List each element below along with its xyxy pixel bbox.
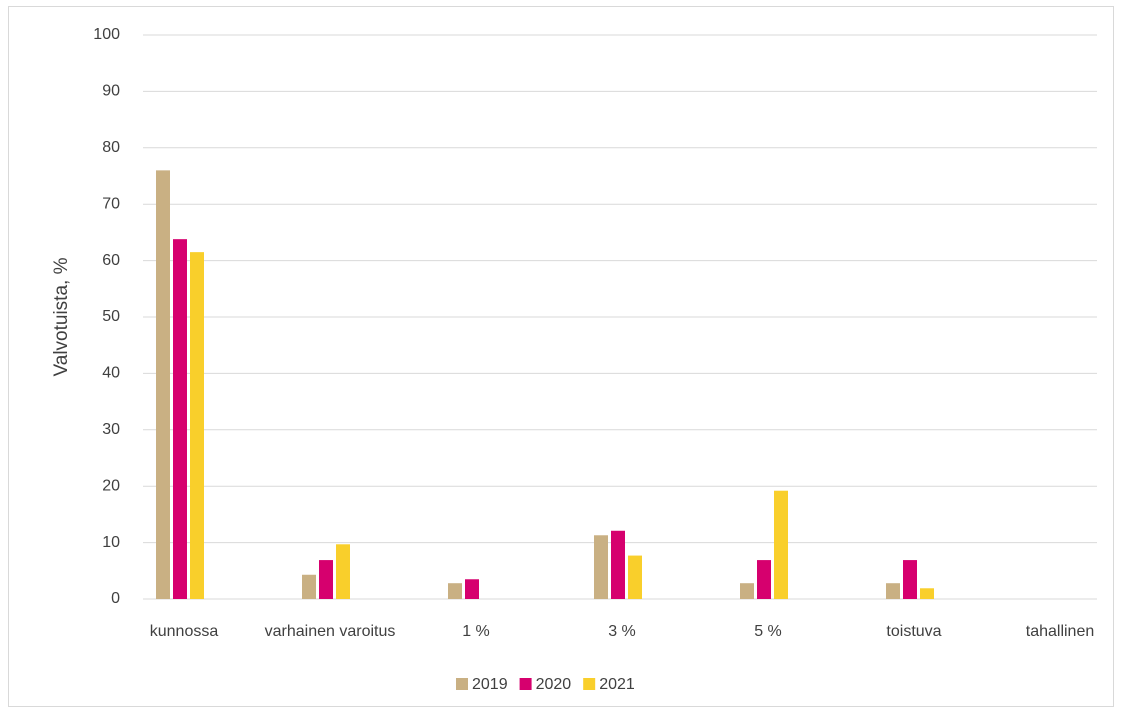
y-tick-label: 80 xyxy=(102,139,120,156)
legend-swatch xyxy=(583,678,596,690)
legend-label: 2021 xyxy=(599,676,635,693)
bar xyxy=(594,535,608,599)
y-tick-label: 50 xyxy=(102,308,120,325)
x-tick-label: kunnossa xyxy=(150,623,219,640)
y-tick-label: 100 xyxy=(93,26,120,43)
bar xyxy=(319,560,333,599)
bar xyxy=(465,579,479,599)
legend-swatch xyxy=(456,678,468,690)
x-tick-label: 1 % xyxy=(462,623,490,640)
y-tick-label: 30 xyxy=(102,421,120,438)
bar xyxy=(173,239,187,599)
legend-swatch xyxy=(519,678,532,690)
legend-label: 2020 xyxy=(536,676,572,693)
y-tick-label: 70 xyxy=(102,195,120,212)
bar xyxy=(336,544,350,599)
bar xyxy=(774,490,788,599)
bar xyxy=(920,588,934,599)
bar xyxy=(628,555,642,599)
y-tick-label: 40 xyxy=(102,365,120,382)
y-tick-label: 20 xyxy=(102,477,120,494)
bar xyxy=(190,252,204,599)
bar xyxy=(740,583,754,599)
bar xyxy=(757,560,771,599)
bar xyxy=(886,583,900,599)
bar xyxy=(903,560,917,599)
y-tick-label: 10 xyxy=(102,534,120,551)
x-tick-label: 3 % xyxy=(608,623,636,640)
x-tick-label: tahallinen xyxy=(1026,623,1095,640)
bar xyxy=(156,170,170,600)
x-tick-label: toistuva xyxy=(886,623,941,640)
x-tick-label: 5 % xyxy=(754,623,782,640)
bar xyxy=(448,583,462,599)
bar xyxy=(302,574,316,599)
y-tick-label: 60 xyxy=(102,252,120,269)
bar xyxy=(611,530,625,599)
y-tick-label: 0 xyxy=(111,590,120,607)
y-tick-label: 90 xyxy=(102,83,120,100)
y-axis-label: Valvotuista, % xyxy=(51,257,72,376)
legend-label: 2019 xyxy=(472,676,508,693)
x-tick-label: varhainen varoitus xyxy=(265,623,396,640)
